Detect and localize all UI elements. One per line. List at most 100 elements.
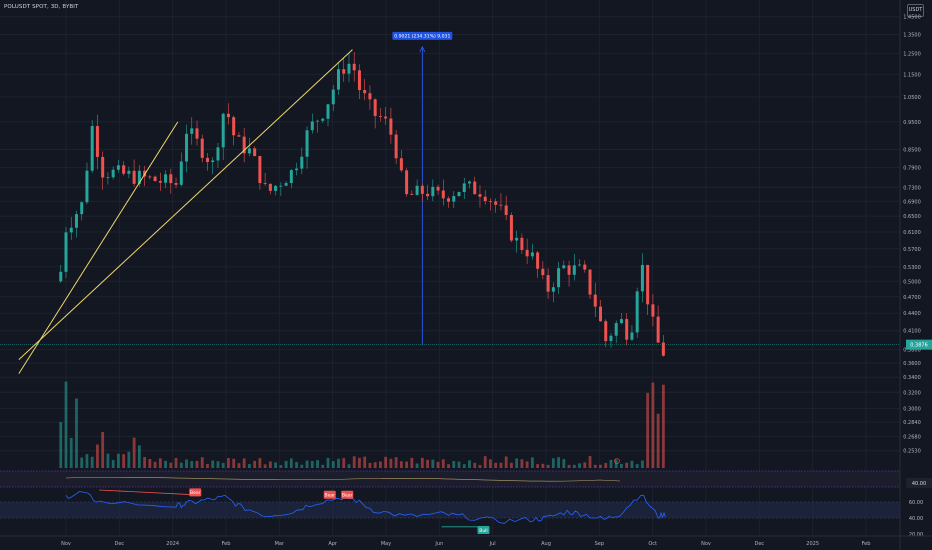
candle-body [122, 165, 126, 174]
candle-body [384, 116, 388, 119]
candle [567, 260, 571, 287]
candle [541, 261, 545, 280]
unit-button[interactable]: USDT [907, 4, 924, 17]
annotation-text: 0.9021 (234.31%) 9,031 [394, 34, 450, 40]
time-tick-label: Sep [595, 541, 604, 547]
volume-bar [232, 458, 236, 468]
price-tick-label: 0.8500 [903, 147, 921, 153]
candle-body [646, 264, 650, 305]
candle [111, 166, 115, 180]
candle [258, 155, 262, 190]
volume-bar [483, 456, 487, 468]
candle [504, 195, 508, 221]
candle [85, 162, 89, 205]
candle-body [321, 118, 325, 121]
signal-badge-box [323, 490, 336, 499]
volume-bar [661, 384, 665, 468]
candle-body [651, 304, 655, 317]
candle-body [363, 90, 367, 94]
candle [578, 259, 582, 267]
candle [609, 332, 613, 348]
signal-badge-label: Bear [325, 493, 336, 499]
candle [399, 150, 403, 173]
candle-body [457, 192, 461, 197]
price-tick-label: 0.7300 [903, 185, 921, 191]
candle [384, 107, 388, 125]
candle-body [410, 194, 414, 195]
candle-body [200, 138, 204, 158]
candle-body [90, 126, 94, 171]
candle [473, 176, 477, 195]
price-tick-label: 0.3000 [903, 406, 921, 412]
volume-bar [572, 464, 576, 468]
candle [593, 282, 597, 317]
candle-body [504, 205, 508, 216]
volume-bar [641, 460, 644, 468]
candle-body [247, 148, 251, 154]
volume-bar [536, 464, 540, 468]
candle-body [85, 170, 89, 203]
candle [536, 250, 540, 278]
volume-bar [127, 451, 131, 468]
candle-body [452, 196, 456, 202]
price-tick-label: 0.6100 [903, 230, 921, 236]
candle-body [352, 63, 356, 71]
candle-body [95, 126, 99, 157]
candle [457, 191, 461, 197]
volume-bar [101, 431, 105, 468]
candle-body [326, 104, 330, 119]
candle-body [619, 319, 623, 324]
candle-body [74, 214, 78, 228]
price-tick-label: 0.9500 [903, 120, 921, 126]
candle-body [232, 117, 236, 136]
volume-bar [169, 462, 173, 468]
signal-badge-label: Bear [190, 490, 201, 496]
candle [436, 184, 440, 195]
candle [263, 172, 267, 186]
candle [661, 335, 665, 357]
volume-bar [64, 381, 68, 468]
candle [551, 282, 555, 303]
volume-bar [394, 457, 398, 468]
candle [127, 166, 131, 179]
candle [284, 181, 288, 186]
candle-body [116, 165, 120, 170]
price-badge-box [906, 339, 932, 350]
candle-body [242, 136, 246, 154]
volume-bar [69, 437, 73, 468]
volume-bar [153, 461, 157, 468]
time-tick-label: Apr [328, 541, 338, 547]
candle-body [263, 183, 267, 184]
candle [488, 198, 492, 211]
candle [478, 185, 482, 208]
rsi-divergence-line [99, 489, 196, 496]
volume-bar [405, 461, 409, 468]
symbol-title: POLUSDT SPOT, 3D, BYBIT [4, 4, 79, 10]
candle-body [300, 156, 304, 169]
volume-bar [462, 464, 466, 468]
volume-bar [630, 460, 634, 468]
candle [520, 233, 524, 254]
candle [352, 52, 356, 82]
volume-bar [436, 461, 440, 468]
volume-bar [137, 445, 141, 468]
candle-body [268, 183, 272, 191]
volume-bar [604, 462, 608, 468]
trendline-2 [18, 121, 179, 374]
candle-body [216, 147, 220, 161]
volume-bar [331, 461, 335, 468]
volume-bar [583, 462, 587, 468]
candle [226, 103, 230, 125]
rsi-badge: 40.00 [912, 481, 926, 487]
volume-bar [504, 456, 508, 468]
price-tick-label: 0.4400 [903, 311, 921, 317]
volume-bar [279, 464, 283, 468]
candle [447, 196, 451, 208]
candle [635, 287, 639, 338]
volume-bar [263, 464, 267, 468]
volume-bar [635, 464, 639, 468]
time-tick-label: Feb [862, 541, 871, 547]
candle-body [593, 294, 597, 307]
price-tick-label: 0.6500 [903, 214, 921, 220]
